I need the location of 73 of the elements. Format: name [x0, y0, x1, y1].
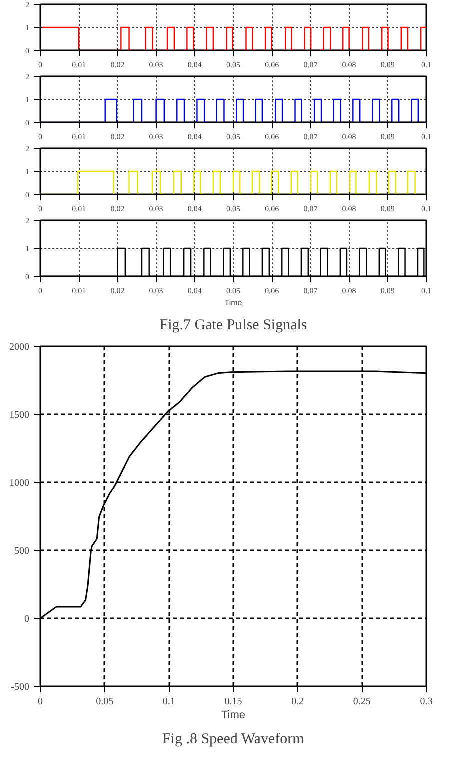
y-tick-label: 1500 — [10, 410, 30, 421]
y-tick-label: 0 — [24, 614, 30, 625]
x-tick-label: 0.1 — [422, 286, 432, 296]
x-tick-label: 0.02 — [110, 286, 125, 296]
x-tick-label: 0.03 — [149, 286, 164, 296]
x-axis-title: Time — [221, 710, 246, 722]
x-tick-label: 0 — [38, 696, 43, 708]
x-tick-label: 0.05 — [96, 696, 114, 708]
x-tick-label: 0.03 — [149, 60, 164, 70]
x-tick-label: 0.04 — [188, 286, 202, 296]
caption: Fig.7 Gate Pulse Signals — [160, 318, 308, 334]
x-tick-label: 0.07 — [304, 286, 318, 296]
x-tick-label: 0.1 — [162, 696, 176, 708]
y-tick-label: -500 — [11, 682, 30, 693]
y-tick-label: 2 — [26, 216, 30, 226]
x-tick-label: 0.09 — [380, 286, 395, 296]
x-tick-label: 0.1 — [422, 204, 432, 214]
y-tick-label: 2 — [26, 144, 30, 154]
x-tick-label: 0.05 — [226, 60, 240, 70]
x-tick-label: 0.08 — [342, 286, 356, 296]
y-tick-label: 0 — [26, 118, 30, 128]
x-tick-label: 0 — [38, 132, 42, 142]
x-tick-label: 0.04 — [188, 204, 202, 214]
y-tick-label: 0 — [26, 272, 30, 282]
x-tick-label: 0.02 — [110, 204, 125, 214]
x-tick-label: 0.3 — [420, 696, 433, 708]
x-tick-label: 0.01 — [72, 286, 86, 296]
x-tick-label: 0.1 — [422, 60, 432, 70]
y-tick-label: 0 — [26, 190, 30, 200]
y-tick-label: 1000 — [10, 478, 30, 489]
x-tick-label: 0.07 — [304, 60, 318, 70]
y-tick-label: 500 — [14, 546, 30, 557]
y-tick-label: 1 — [26, 244, 30, 254]
y-tick-label: 2000 — [10, 342, 30, 353]
x-tick-label: 0.08 — [342, 60, 356, 70]
x-tick-label: 0.06 — [265, 132, 280, 142]
x-tick-label: 0.06 — [265, 286, 280, 296]
text: Fig .8 Speed Waveform — [162, 732, 305, 748]
x-tick-label: 0.07 — [304, 132, 318, 142]
x-tick-label: 0.09 — [380, 132, 395, 142]
x-tick-label: 0 — [38, 204, 42, 214]
x-axis-title: Time — [224, 298, 243, 308]
y-tick-label: 1 — [26, 96, 30, 104]
x-tick-label: 0.02 — [110, 132, 125, 142]
y-tick-label: 1 — [26, 24, 30, 32]
x-tick-label: 0.04 — [188, 60, 202, 70]
x-tick-label: 0.01 — [72, 204, 86, 214]
x-tick-label: 0.08 — [342, 204, 356, 214]
x-tick-label: 0.05 — [226, 132, 240, 142]
x-tick-label: 0 — [38, 60, 42, 70]
x-tick-label: 0.05 — [226, 286, 240, 296]
x-tick-label: 0.09 — [380, 60, 395, 70]
x-tick-label: 0.15 — [224, 696, 242, 708]
x-tick-label: 0.06 — [265, 204, 280, 214]
x-tick-label: 0.04 — [188, 132, 202, 142]
x-tick-label: 0.01 — [72, 132, 86, 142]
x-tick-label: 0.07 — [304, 204, 318, 214]
x-tick-label: 0.06 — [265, 60, 280, 70]
x-tick-label: 0.09 — [380, 204, 395, 214]
x-tick-label: 0 — [38, 286, 42, 296]
y-tick-label: 1 — [26, 168, 30, 176]
x-tick-label: 0.01 — [72, 60, 86, 70]
x-tick-label: 0.25 — [353, 696, 371, 708]
y-tick-label: 2 — [26, 72, 30, 82]
x-tick-label: 0.1 — [422, 132, 432, 142]
x-tick-label: 0.03 — [149, 132, 164, 142]
y-tick-label: 0 — [26, 46, 30, 56]
x-tick-label: 0.05 — [226, 204, 240, 214]
x-tick-label: 0.2 — [292, 696, 304, 708]
x-tick-label: 0.08 — [342, 132, 356, 142]
x-tick-label: 0.02 — [110, 60, 125, 70]
x-tick-label: 0.03 — [149, 204, 164, 214]
y-tick-label: 2 — [26, 0, 30, 10]
